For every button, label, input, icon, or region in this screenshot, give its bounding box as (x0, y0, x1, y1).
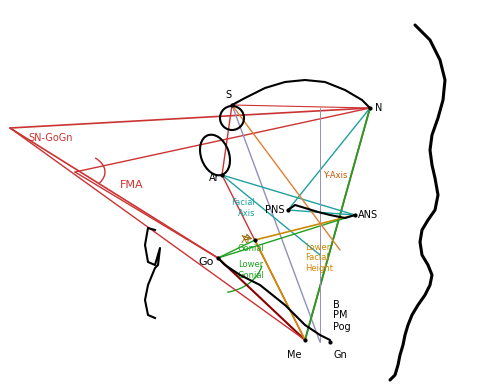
Text: PNS: PNS (264, 205, 284, 215)
Text: SN-GoGn: SN-GoGn (28, 133, 72, 143)
Text: PM: PM (333, 310, 347, 320)
Text: ANS: ANS (358, 210, 378, 220)
Text: Ar: Ar (210, 173, 220, 183)
Text: Lower
Gonial: Lower Gonial (238, 260, 265, 280)
Text: Pog: Pog (333, 322, 350, 332)
Text: Gonial: Gonial (238, 244, 265, 252)
Text: Me: Me (288, 350, 302, 360)
Text: FMA: FMA (120, 180, 144, 190)
Text: Facial
Axis: Facial Axis (231, 198, 255, 218)
Text: N: N (375, 103, 382, 113)
Text: Gn: Gn (333, 350, 347, 360)
Text: B: B (333, 300, 340, 310)
Text: Y-Axis: Y-Axis (323, 170, 347, 179)
Text: S: S (225, 90, 231, 100)
Text: Lower
Facial
Height: Lower Facial Height (305, 243, 333, 273)
Text: Xi: Xi (240, 235, 250, 245)
Text: Go: Go (198, 257, 214, 267)
